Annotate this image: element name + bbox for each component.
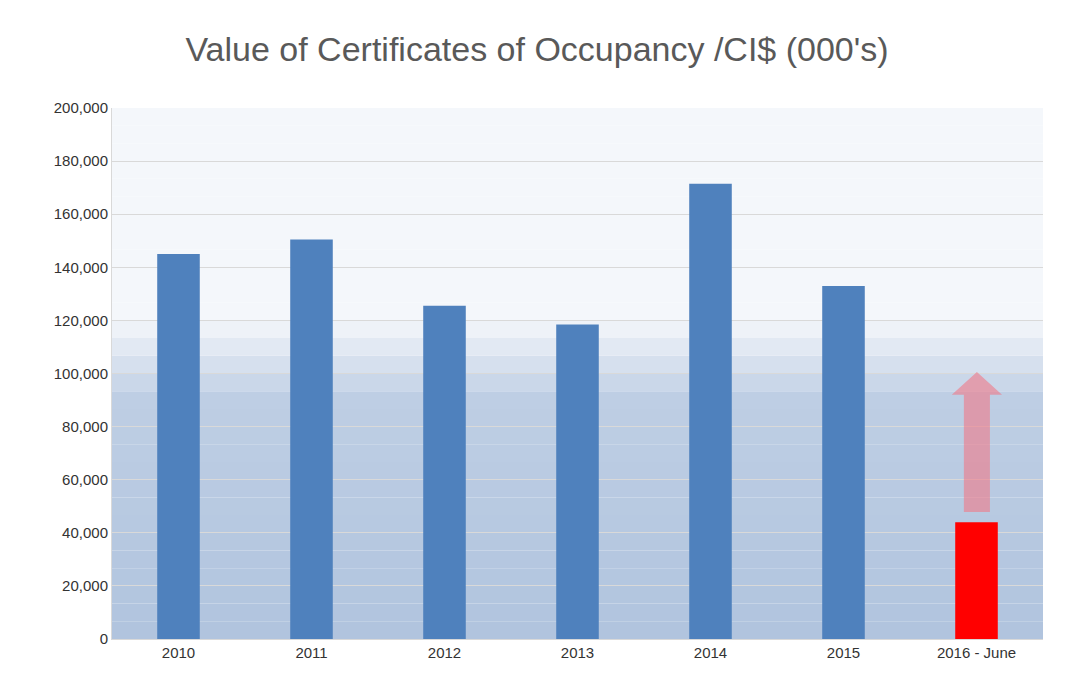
svg-text:180,000: 180,000 [54,152,108,169]
svg-text:2012: 2012 [428,644,461,661]
svg-text:60,000: 60,000 [62,471,108,488]
svg-text:20,000: 20,000 [62,577,108,594]
svg-text:2014: 2014 [694,644,727,661]
svg-text:100,000: 100,000 [54,365,108,382]
svg-text:140,000: 140,000 [54,259,108,276]
svg-text:2016 - June: 2016 - June [937,644,1016,661]
svg-text:0: 0 [100,630,108,647]
svg-text:2015: 2015 [827,644,860,661]
svg-text:160,000: 160,000 [54,205,108,222]
svg-text:80,000: 80,000 [62,418,108,435]
svg-text:40,000: 40,000 [62,524,108,541]
svg-text:120,000: 120,000 [54,312,108,329]
svg-text:2010: 2010 [162,644,195,661]
svg-text:200,000: 200,000 [54,99,108,116]
svg-text:2011: 2011 [295,644,327,661]
svg-text:2013: 2013 [561,644,594,661]
svg-text:Value of Certificates of Occup: Value of Certificates of Occupancy /CI$ … [185,30,888,68]
